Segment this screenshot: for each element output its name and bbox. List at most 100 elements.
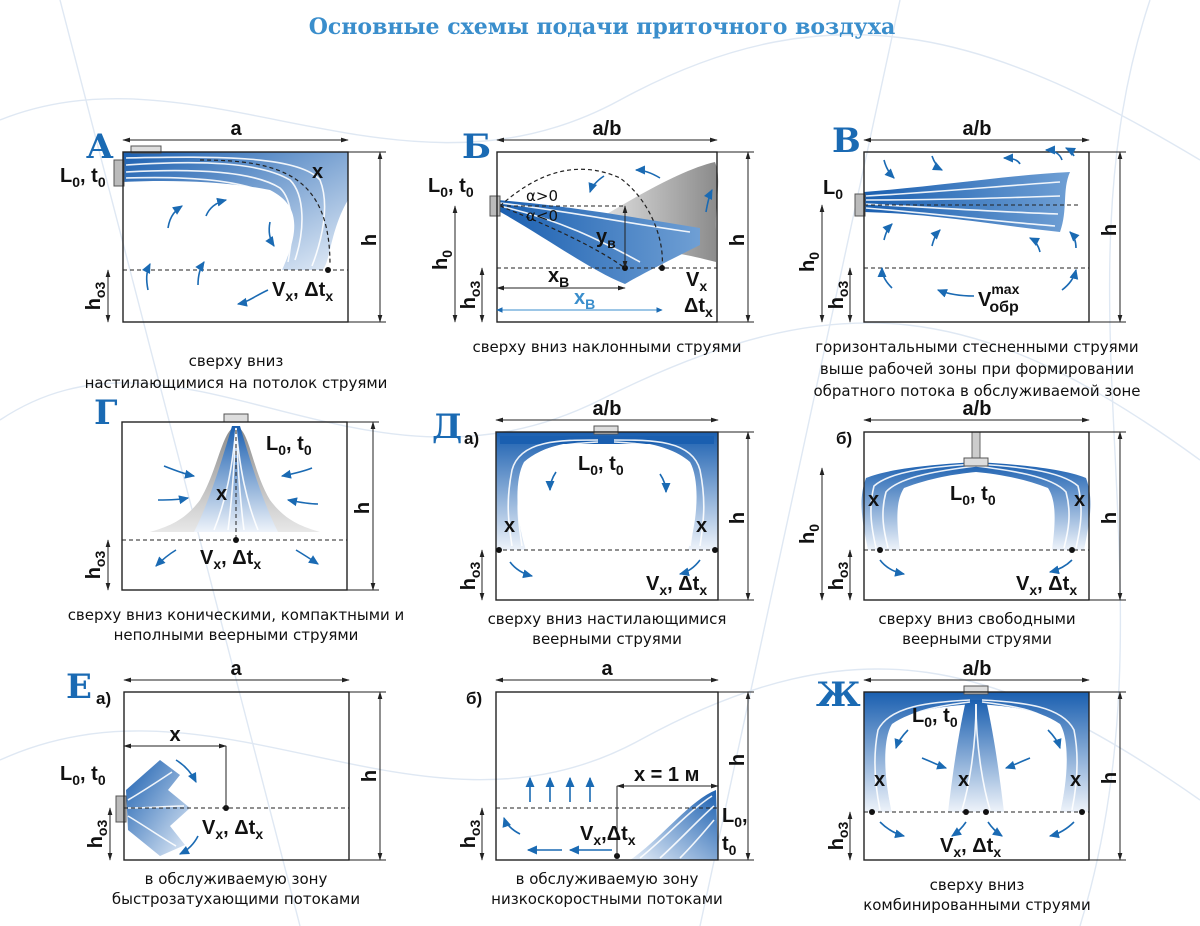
label-l0: L0 [823, 177, 843, 202]
label-vx-dtx: Vx, Δtx [646, 573, 707, 598]
label-vx-dtx: Vx, Δtx [202, 817, 263, 842]
label-vx-dtx: Vx,Δtx [580, 823, 636, 848]
dim-ho3: hо3 [458, 281, 483, 310]
panel-d-a: Д а) a/b h hо3 L0, t0 x x Vx, Δtx сверху… [432, 398, 754, 648]
label-dtx: Δtx [684, 295, 713, 320]
label-vobr-max: Vmax обр [978, 281, 1020, 316]
caption-line-1: в обслуживаемую зону [145, 870, 328, 888]
dim-ab: a/b [593, 118, 622, 140]
label-x-1m: x = 1 м [634, 764, 699, 786]
label-x-center: x [958, 769, 969, 791]
caption-line-2: веерными струями [532, 630, 682, 648]
caption-line-1: сверху вниз [189, 352, 284, 370]
panel-letter: Б [462, 127, 491, 167]
dim-ho3: hо3 [826, 281, 851, 310]
dim-h0: h0 [797, 524, 822, 544]
panel-letter: В [832, 121, 861, 161]
jet-shape-center [948, 700, 1004, 812]
label-vx-dtx: Vx, Δtx [272, 279, 333, 304]
room-outline [863, 691, 1090, 861]
label-x: x [216, 483, 227, 505]
label-x: x [169, 724, 180, 746]
caption-line-1: сверху вниз свободными [878, 610, 1075, 628]
dim-ho3: hо3 [83, 551, 108, 580]
dim-a: a [230, 118, 242, 140]
dim-h: h [727, 234, 749, 246]
dim-a: a [230, 658, 242, 680]
panel-g: Г h hо3 L0, t0 x Vx, Δtx сверху вниз кон… [68, 393, 405, 644]
caption-line-1: в обслуживаемую зону [516, 870, 699, 888]
label-l0-t0: L0, t0 [912, 705, 958, 730]
caption-line-1: горизонтальными стесненными струями [815, 338, 1138, 356]
panel-a: А a h hо3 L0, t0 x Vx, Δtx сверху вниз н… [60, 118, 387, 392]
label-l0-t0: L0, t0 [428, 175, 474, 200]
label-x-left: x [868, 489, 879, 511]
dim-h: h [1099, 772, 1121, 784]
panel-b: Б a/b h h0 hо3 L0, t0 α>0 α<0 yв xВ xВ V… [428, 118, 754, 356]
dim-h: h [1099, 224, 1121, 236]
caption-line-1: сверху вниз наклонными струями [472, 338, 741, 356]
caption-line-1: сверху вниз [930, 876, 1025, 894]
dim-ab: a/b [963, 398, 992, 420]
sub-label-a: а) [96, 689, 111, 708]
dim-ho3: hо3 [85, 820, 110, 849]
panel-e-a: Е а) x a h hо3 L0, t0 Vx, Δtx в обслужив… [60, 658, 386, 908]
label-x-right: x [1074, 489, 1085, 511]
dim-h: h [359, 234, 381, 246]
panel-letter: Г [94, 393, 118, 433]
label-vx-dtx: Vx, Δtx [200, 547, 261, 572]
dim-h: h [352, 502, 374, 514]
label-alpha-neg: α<0 [526, 207, 558, 225]
dim-a: a [601, 658, 613, 680]
panel-d-b: б) a/b h h0 hо3 L0, t0 x x Vx, Δtx сверх… [797, 398, 1126, 648]
room-outline [121, 421, 348, 591]
label-x-right: x [696, 515, 707, 537]
caption-line-1: сверху вниз настилающимися [488, 610, 727, 628]
page-title: Основные схемы подачи приточного воздуха [309, 14, 895, 40]
dim-ab: a/b [593, 398, 622, 420]
dim-h0: h0 [797, 252, 822, 272]
dim-h: h [727, 754, 749, 766]
label-x-left: x [874, 769, 885, 791]
caption-line-2: веерными струями [902, 630, 1052, 648]
room-outline [495, 431, 719, 601]
label-x-right: x [1070, 769, 1081, 791]
sub-label-b: б) [836, 429, 852, 448]
label-l0-t0: L0, t0 [266, 433, 312, 458]
supply-grille [113, 159, 125, 187]
label-xv: xВ [548, 265, 569, 290]
label-vx-dtx: Vx, Δtx [1016, 573, 1077, 598]
sub-label-b: б) [466, 689, 482, 708]
label-vx-dtx: Vx, Δtx [940, 835, 1001, 860]
dim-h: h [1099, 512, 1121, 524]
panel-v: В a/b h h0 hо3 L0 Vmax обр горизонтальным… [797, 118, 1141, 400]
jet-shape [861, 462, 1091, 550]
label-alpha-pos: α>0 [526, 187, 558, 205]
jet-shape [126, 760, 190, 856]
exhaust-grille [130, 145, 162, 154]
panel-letter: Е [66, 667, 92, 707]
dim-h0: h0 [430, 250, 455, 270]
caption-line-2: неполными веерными струями [114, 626, 359, 644]
label-l0: L0, [722, 805, 748, 830]
label-l0-t0: L0, t0 [950, 483, 996, 508]
dim-ho3: hо3 [458, 562, 483, 591]
label-l0-t0: L0, t0 [60, 763, 106, 788]
dim-ho3: hо3 [826, 562, 851, 591]
dim-h: h [727, 512, 749, 524]
room-outline [863, 431, 1090, 601]
room-outline [495, 691, 719, 861]
jet-shape [497, 200, 700, 284]
dim-h: h [359, 770, 381, 782]
label-xv-blue: xВ [574, 287, 595, 312]
dim-ho3: hо3 [826, 822, 851, 851]
room-outline [496, 151, 718, 323]
panel-letter: Д [432, 407, 462, 447]
panel-letter: Ж [816, 675, 861, 715]
dim-ab: a/b [963, 118, 992, 140]
panel-e-b: б) x = 1 м a h hо3 L0, t0 Vx,Δtx в обслу… [458, 658, 754, 908]
label-x-left: x [504, 515, 515, 537]
caption-line-2: настилающимися на потолок струями [85, 374, 388, 392]
